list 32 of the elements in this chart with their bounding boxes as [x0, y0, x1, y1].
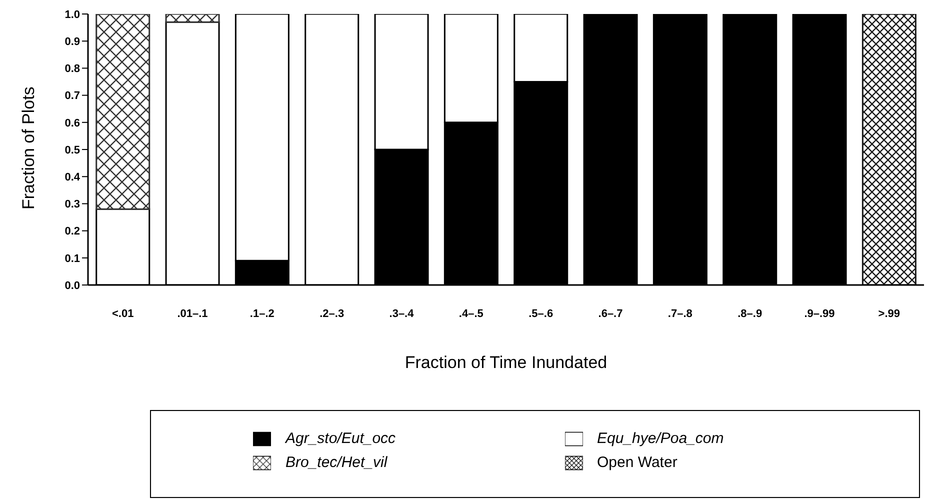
x-tick-label: .1–.2	[250, 308, 274, 320]
y-tick-label: 0.6	[64, 117, 80, 130]
legend-label: Bro_tec/Het_vil	[285, 454, 388, 472]
bar	[862, 14, 916, 285]
x-tick-label: .4–.5	[458, 308, 484, 320]
bar	[96, 14, 150, 210]
x-tick-label: .9–.99	[804, 308, 835, 320]
y-tick-label: 0.4	[64, 172, 81, 184]
legend-label: Open Water	[597, 454, 678, 472]
y-tick-label: 0.8	[64, 63, 80, 76]
y-tick-label: 0.1	[64, 252, 80, 265]
y-tick-label: 0.5	[64, 144, 80, 156]
x-tick-label: .2–.3	[320, 308, 344, 320]
x-tick-label: .3–.4	[389, 308, 415, 320]
legend-label: Agr_sto/Eut_occ	[285, 430, 396, 447]
y-tick-label: 0.7	[64, 90, 80, 102]
y-tick-label: 1.0	[64, 8, 80, 21]
x-tick-label: .01–.1	[177, 308, 208, 320]
bar	[165, 14, 220, 23]
y-axis-title: Fraction of Plots	[19, 86, 38, 210]
x-axis-title: Fraction of Time Inundated	[404, 353, 608, 372]
x-tick-label: .5–.6	[528, 308, 554, 320]
y-tick-label: 0.2	[64, 226, 80, 238]
x-tick-label: >.99	[878, 308, 900, 320]
x-tick-label: <.01	[112, 308, 134, 320]
x-tick-label: .8–.9	[738, 308, 762, 320]
y-tick-label: 0.9	[64, 36, 80, 48]
legend-label: Equ_hye/Poa_com	[597, 430, 724, 447]
x-tick-label: .6–.7	[598, 308, 623, 320]
y-tick-label: 0.0	[64, 280, 80, 292]
x-tick-label: .7–.8	[668, 308, 692, 320]
y-tick-label: 0.3	[64, 198, 80, 211]
